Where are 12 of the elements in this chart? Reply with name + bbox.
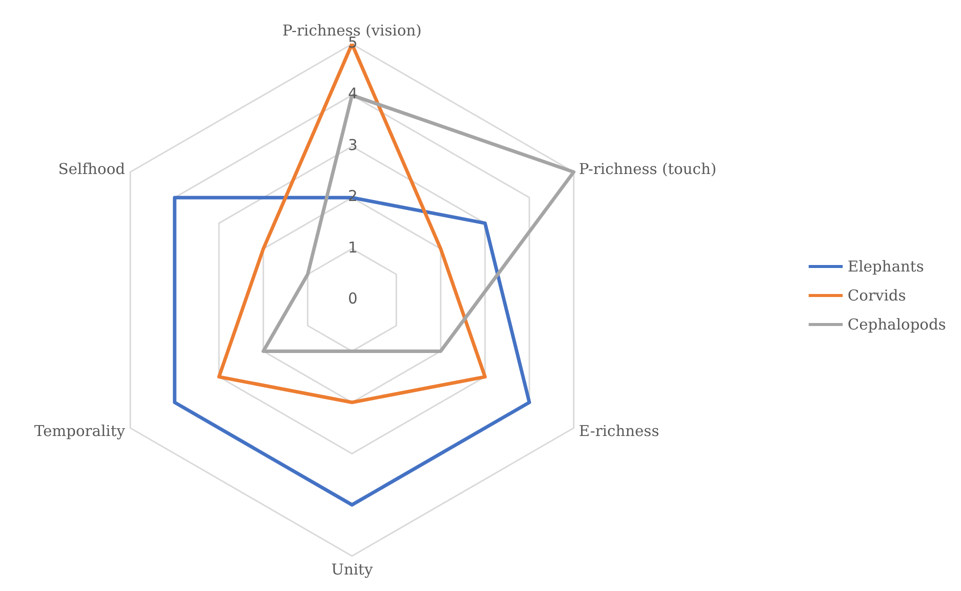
spoke-label: Unity [331, 560, 374, 578]
legend-label: Corvids [848, 286, 906, 304]
y-tick-label: 4 [348, 84, 358, 103]
y-tick-label: 3 [348, 136, 358, 154]
spoke-label: Temporality [34, 422, 126, 440]
spoke-label: Selfhood [58, 160, 126, 178]
y-tick-label: 0 [348, 290, 358, 308]
legend-label: Cephalopods [848, 316, 946, 334]
spoke-label: E-richness [578, 422, 660, 440]
y-tick-label: 1 [348, 238, 358, 256]
legend-label: Elephants [848, 258, 924, 276]
spoke-label: P-richness (touch) [578, 160, 716, 178]
